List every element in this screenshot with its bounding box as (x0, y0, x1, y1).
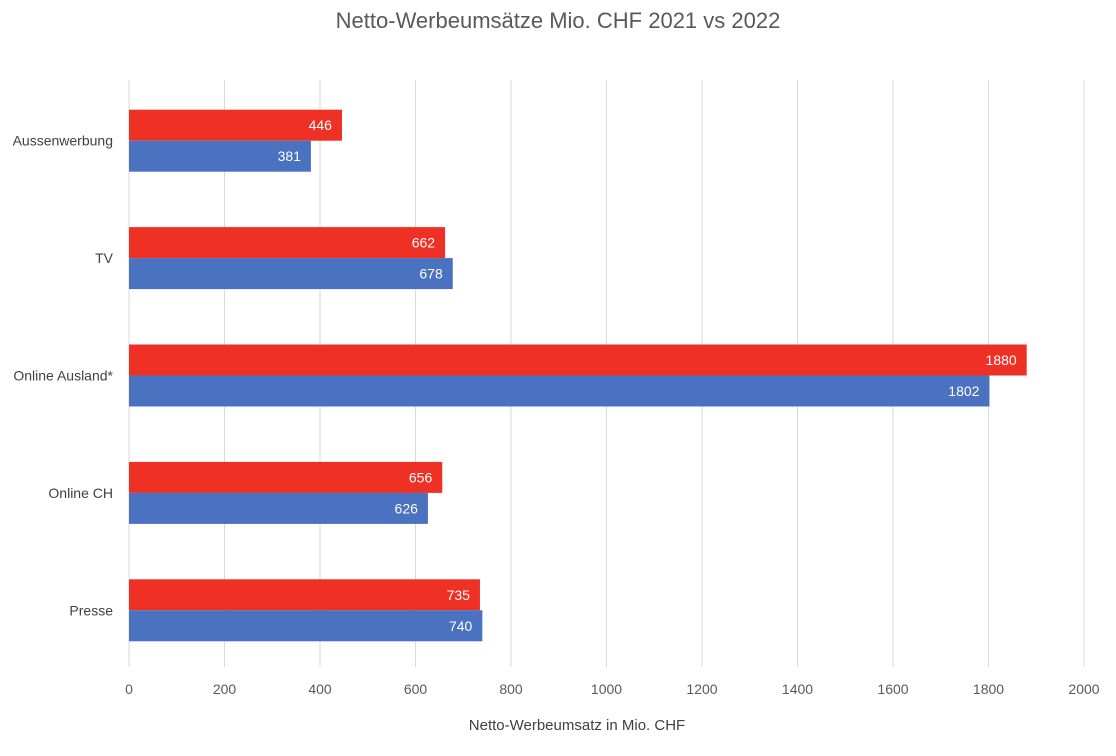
category-labels: Aussenwerbung TV Online Ausland* Online CH P… (13, 133, 114, 619)
bar (129, 375, 990, 407)
bar (129, 461, 443, 493)
x-tick-label: 800 (499, 681, 523, 697)
data-label: 1880 (986, 352, 1017, 368)
bar (129, 109, 342, 141)
bars: 446 381 662 678 1880 1802 656 626 735 740 (129, 109, 1027, 642)
bar (129, 258, 453, 290)
data-label: 735 (447, 587, 471, 603)
category-label: Online Ausland* (13, 368, 113, 384)
category-label: TV (95, 250, 114, 266)
data-label: 381 (278, 148, 302, 164)
x-tick-label: 1600 (877, 681, 908, 697)
x-tick-label: 200 (213, 681, 237, 697)
x-tick-label: 1200 (686, 681, 717, 697)
x-tick-label: 2000 (1068, 681, 1099, 697)
bar (129, 492, 428, 524)
category-label: Presse (69, 602, 113, 618)
data-label: 678 (419, 266, 443, 282)
x-tick-label: 1800 (973, 681, 1004, 697)
bar (129, 227, 446, 259)
x-tick-label: 1000 (591, 681, 622, 697)
data-label: 740 (449, 618, 473, 634)
category-label: Aussenwerbung (13, 133, 113, 149)
x-tick-label: 1400 (782, 681, 813, 697)
x-tick-label: 0 (125, 681, 133, 697)
x-tick-label: 600 (404, 681, 428, 697)
data-label: 626 (395, 500, 419, 516)
data-label: 656 (409, 469, 433, 485)
data-label: 1802 (948, 383, 979, 399)
bar (129, 140, 311, 172)
bar (129, 344, 1027, 376)
x-tick-labels: 0 200 400 600 800 1000 1200 1400 1600 1800 2000 (125, 681, 1100, 697)
x-tick-label: 400 (308, 681, 332, 697)
data-label: 662 (412, 235, 436, 251)
chart-title: Netto-Werbeumsätze Mio. CHF 2021 vs 2022 (336, 8, 781, 33)
bar (129, 610, 483, 642)
data-label: 446 (309, 117, 333, 133)
x-axis-title: Netto-Werbeumsatz in Mio. CHF (469, 717, 685, 734)
category-label: Online CH (48, 485, 113, 501)
bar (129, 579, 480, 611)
